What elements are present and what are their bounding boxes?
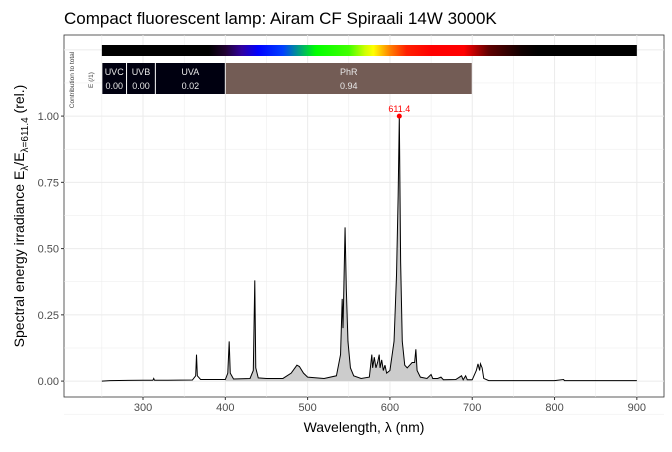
region-value: 0.00 — [105, 81, 123, 91]
x-tick-label: 900 — [628, 402, 646, 414]
region-name: UVC — [105, 67, 125, 77]
side-label-e: E (/1) — [88, 72, 95, 88]
y-tick-label: 0.00 — [38, 376, 59, 388]
region-value: 0.02 — [182, 81, 200, 91]
x-tick-label: 600 — [381, 402, 399, 414]
x-tick-label: 700 — [463, 402, 481, 414]
x-tick-label: 500 — [298, 402, 316, 414]
region-box-uvc — [102, 63, 127, 94]
y-tick-label: 0.25 — [38, 310, 59, 322]
side-label-contribution: Contribution to total — [69, 51, 76, 108]
region-box-phr — [225, 63, 472, 94]
region-name: UVA — [181, 67, 199, 77]
region-box-uva — [155, 63, 225, 94]
x-tick-label: 400 — [216, 402, 234, 414]
peak-point — [396, 113, 402, 119]
y-axis-label: Spectral energy irradiance Eλ/Eλ=611.4 (… — [11, 85, 31, 348]
x-axis-label: Wavelength, λ (nm) — [304, 419, 425, 435]
region-value: 0.94 — [340, 81, 358, 91]
region-name: UVB — [132, 67, 151, 77]
x-tick-label: 800 — [545, 402, 563, 414]
plot-panel — [63, 34, 665, 398]
region-box-uvb — [127, 63, 155, 94]
x-tick-label: 300 — [134, 402, 152, 414]
region-value: 0.00 — [132, 81, 150, 91]
chart-title: Compact fluorescent lamp: Airam CF Spira… — [64, 9, 497, 28]
region-name: PhR — [340, 67, 358, 77]
spectrum-line — [101, 116, 637, 382]
y-tick-label: 0.75 — [38, 177, 59, 189]
peak-label: 611.4 — [388, 104, 410, 114]
wavelength-color-bar — [101, 45, 637, 56]
y-tick-label: 0.50 — [38, 244, 59, 256]
y-tick-label: 1.00 — [38, 111, 59, 123]
